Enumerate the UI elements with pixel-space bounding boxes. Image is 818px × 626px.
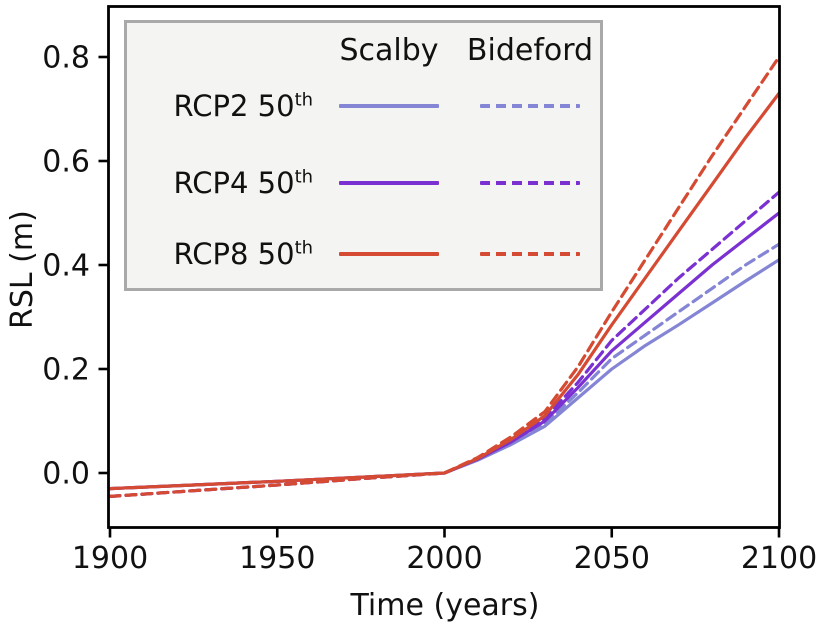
legend-row-label-rcp4: RCP4 50th	[173, 166, 313, 200]
y-tick-label: 0.0	[42, 457, 90, 492]
x-tick-label: 2100	[741, 541, 817, 576]
x-tick-label: 2050	[574, 541, 650, 576]
legend-corner-spacer	[127, 23, 313, 69]
legend-sample-rcp2-scalby	[313, 69, 465, 143]
series-line-scalby-rcp8	[108, 91, 781, 491]
legend-sample-rcp4-scalby	[313, 143, 465, 223]
y-tick-label: 0.6	[42, 145, 90, 180]
legend-row-label-rcp2: RCP2 50th	[173, 89, 313, 123]
legend: Scalby Bideford RCP2 50th RCP4 50th RCP8…	[124, 20, 603, 291]
series-line-bideford-rcp8	[108, 55, 781, 498]
x-tick-label: 1900	[72, 541, 148, 576]
x-tick-label: 2000	[406, 541, 482, 576]
x-axis-label: Time (years)	[350, 588, 540, 623]
legend-sample-rcp2-bideford	[465, 69, 595, 143]
legend-sample-rcp4-bideford	[465, 143, 595, 223]
legend-column-header-scalby: Scalby	[339, 32, 439, 68]
y-tick-label: 0.2	[42, 353, 90, 388]
legend-sample-rcp8-scalby	[313, 223, 465, 285]
legend-column-header-bideford: Bideford	[466, 32, 594, 68]
legend-row-label-rcp8: RCP8 50th	[173, 237, 313, 271]
legend-sample-rcp8-bideford	[465, 223, 595, 285]
x-tick-label: 1950	[239, 541, 315, 576]
y-axis-label: RSL (m)	[5, 210, 40, 330]
y-tick-label: 0.8	[42, 41, 90, 76]
y-tick-label: 0.4	[42, 249, 90, 284]
